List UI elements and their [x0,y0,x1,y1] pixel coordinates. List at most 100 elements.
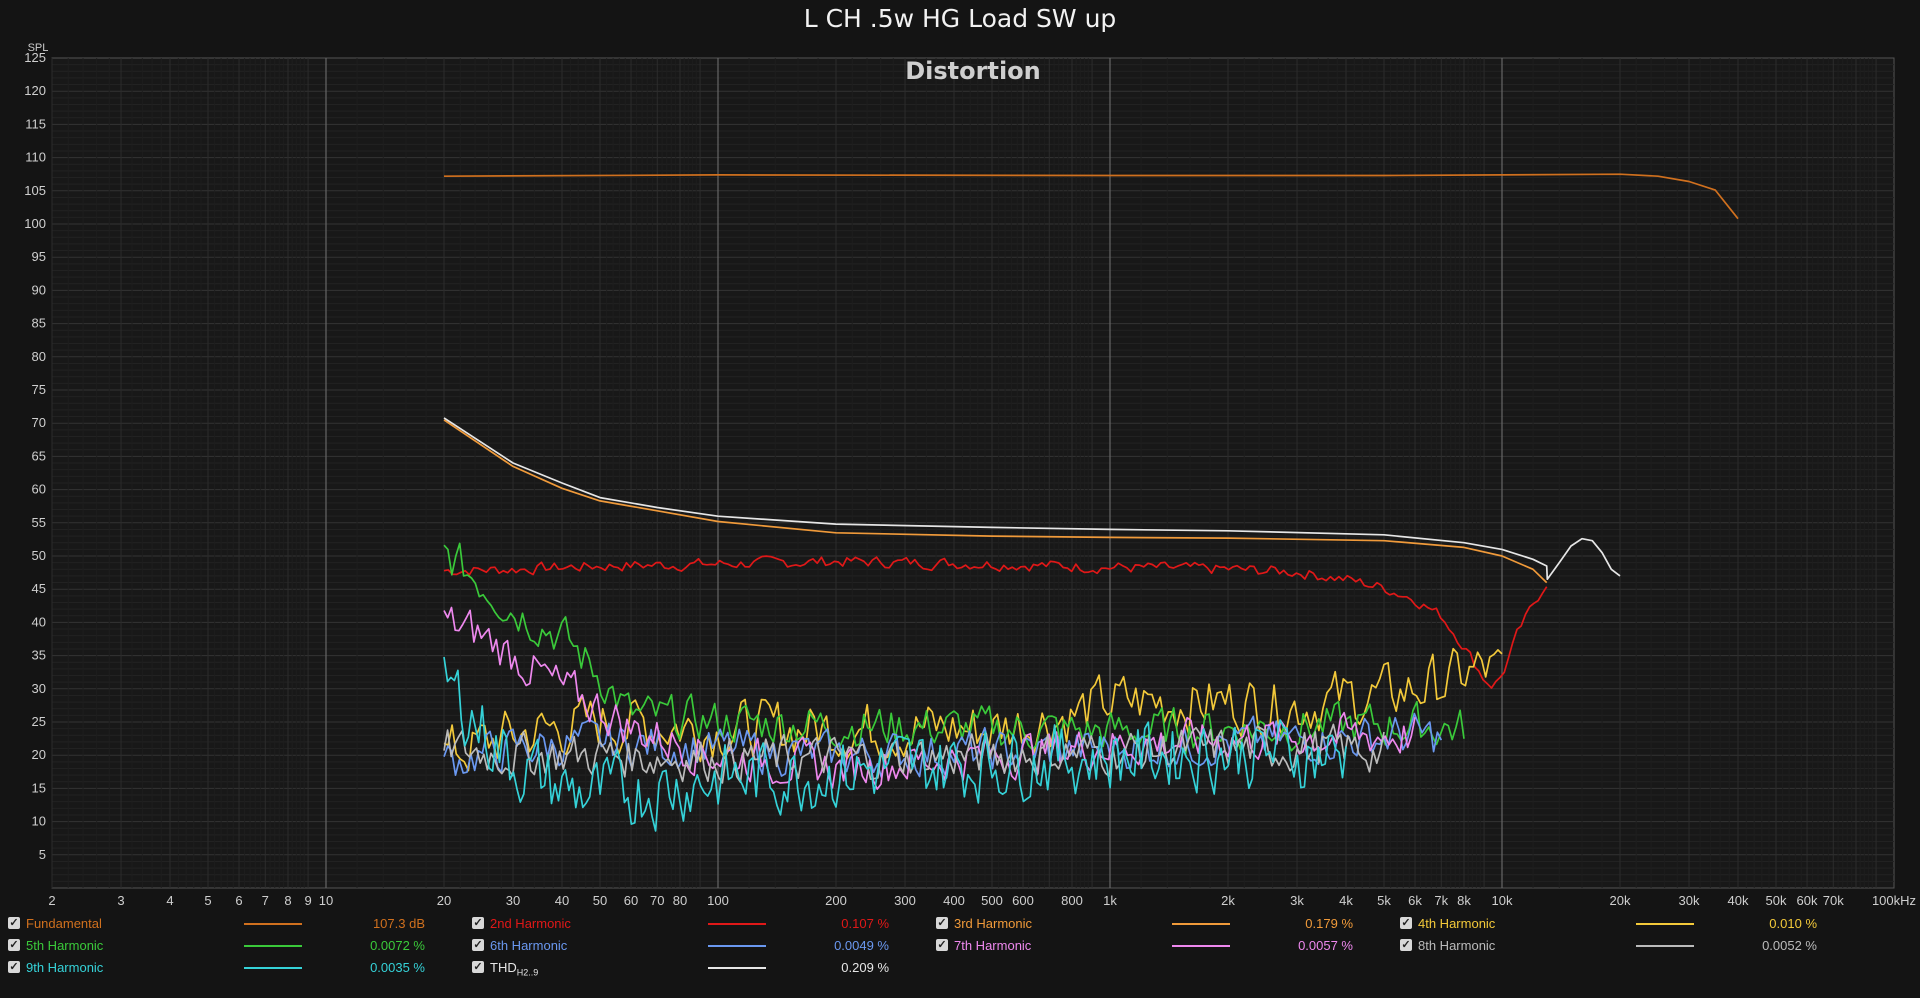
legend-swatch [1172,945,1230,947]
x-tick-label: 300 [894,893,916,908]
legend: ✓ Fundamental 107.3 dB ✓ 2nd Harmonic 0.107 %… [0,913,1920,998]
x-tick-label: 70 [650,893,664,908]
x-tick-label: 8 [284,893,291,908]
legend-series-name: 5th Harmonic [26,938,104,953]
y-tick-label: 10 [32,814,46,829]
y-tick-label: 20 [32,747,46,762]
legend-swatch [1636,923,1694,925]
x-tick-label: 800 [1061,893,1083,908]
legend-value: 0.0035 % [370,960,425,975]
x-tick-label: 2 [48,893,55,908]
y-tick-label: 100 [24,216,46,231]
x-tick-label: 1k [1103,893,1117,908]
plot-background [51,57,1895,889]
x-tick-label: 200 [825,893,847,908]
legend-item[interactable]: ✓ 9th Harmonic 0.0035 % [0,957,460,979]
legend-checkbox[interactable]: ✓ [472,917,484,929]
legend-checkbox[interactable]: ✓ [8,939,20,951]
series-line-2 [443,419,1548,584]
legend-item[interactable]: ✓ 6th Harmonic 0.0049 % [464,935,924,957]
legend-series-name: 9th Harmonic [26,960,104,975]
legend-checkbox[interactable]: ✓ [8,961,20,973]
legend-swatch [1636,945,1694,947]
series-line-3 [443,647,1503,772]
legend-series-name: 7th Harmonic [954,938,1032,953]
x-tick-label: 4k [1339,893,1353,908]
legend-checkbox[interactable]: ✓ [936,939,948,951]
legend-item[interactable]: ✓ 4th Harmonic 0.010 % [1392,913,1852,935]
legend-item[interactable]: ✓ Fundamental 107.3 dB [0,913,460,935]
legend-checkbox[interactable]: ✓ [472,961,484,973]
legend-value: 0.010 % [1769,916,1817,931]
legend-checkbox[interactable]: ✓ [8,917,20,929]
legend-swatch [244,945,302,947]
x-tick-label: 20k [1610,893,1631,908]
legend-swatch [1172,923,1230,925]
x-tick-label: 3k [1290,893,1304,908]
x-tick-label: 7k [1434,893,1448,908]
y-axis-ticks: 5 10 15 20 25 30 35 40 45 50 55 60 65 70 75 80 85 90 95 100… [24,50,46,862]
legend-value: 0.0049 % [834,938,889,953]
series-line-0 [443,173,1739,220]
x-tick-label: 60 [624,893,638,908]
legend-value: 0.0057 % [1298,938,1353,953]
legend-series-name: 8th Harmonic [1418,938,1496,953]
legend-item[interactable]: ✓ 7th Harmonic 0.0057 % [928,935,1388,957]
legend-value: 0.179 % [1305,916,1353,931]
y-tick-label: 95 [32,249,46,264]
legend-checkbox[interactable]: ✓ [936,917,948,929]
x-tick-label: 500 [981,893,1003,908]
x-tick-label: 3 [117,893,124,908]
y-tick-label: 125 [24,50,46,65]
y-tick-label: 75 [32,382,46,397]
legend-value: 107.3 dB [372,916,425,931]
x-tick-label: 40 [555,893,569,908]
y-tick-label: 65 [32,448,46,463]
x-tick-label: 30k [1679,893,1700,908]
legend-checkbox[interactable]: ✓ [1400,939,1412,951]
x-tick-label: 100 [707,893,729,908]
legend-item[interactable]: ✓ 8th Harmonic 0.0052 % [1392,935,1852,957]
x-tick-label: 70k [1823,893,1844,908]
x-tick-label: 100kHz [1872,893,1916,908]
x-tick-label: 7 [262,893,269,908]
legend-item[interactable]: ✓ 3rd Harmonic 0.179 % [928,913,1388,935]
x-tick-label: 5k [1377,893,1391,908]
legend-series-name: 6th Harmonic [490,938,568,953]
distortion-chart: 5101520253035404550556065707580859095100… [24,42,1916,908]
legend-item[interactable]: ✓ 2nd Harmonic 0.107 % [464,913,924,935]
x-tick-label: 10k [1492,893,1513,908]
x-tick-label: 40k [1728,893,1749,908]
legend-swatch [708,967,766,969]
legend-series-name: THDH2..9 [490,960,539,978]
y-tick-label: 105 [24,183,46,198]
chart-title: Distortion [905,57,1041,85]
x-tick-label: 600 [1012,893,1034,908]
y-tick-label: 15 [32,780,46,795]
series-line-9 [443,417,1621,581]
y-tick-label: 120 [24,83,46,98]
y-tick-label: 115 [25,116,46,131]
x-tick-label: 8k [1457,893,1471,908]
legend-item[interactable]: ✓ 5th Harmonic 0.0072 % [0,935,460,957]
legend-value: 0.107 % [841,916,889,931]
x-tick-label: 20 [437,893,451,908]
y-tick-label: 80 [32,349,46,364]
y-tick-label: 85 [32,316,46,331]
x-tick-label: 9 [304,893,311,908]
legend-swatch [708,945,766,947]
x-tick-label: 2k [1221,893,1235,908]
legend-checkbox[interactable]: ✓ [472,939,484,951]
legend-swatch [244,967,302,969]
legend-swatch [244,923,302,925]
x-tick-label: 30 [506,893,520,908]
legend-swatch [708,923,766,925]
legend-item[interactable]: ✓ THDH2..9 0.209 % [464,957,924,979]
x-tick-label: 80 [673,893,687,908]
y-tick-label: 30 [32,681,46,696]
legend-checkbox[interactable]: ✓ [1400,917,1412,929]
series-lines [443,173,1739,832]
window-title: L CH .5w HG Load SW up [803,4,1117,33]
x-tick-label: 4 [166,893,173,908]
legend-value: 0.0052 % [1762,938,1817,953]
